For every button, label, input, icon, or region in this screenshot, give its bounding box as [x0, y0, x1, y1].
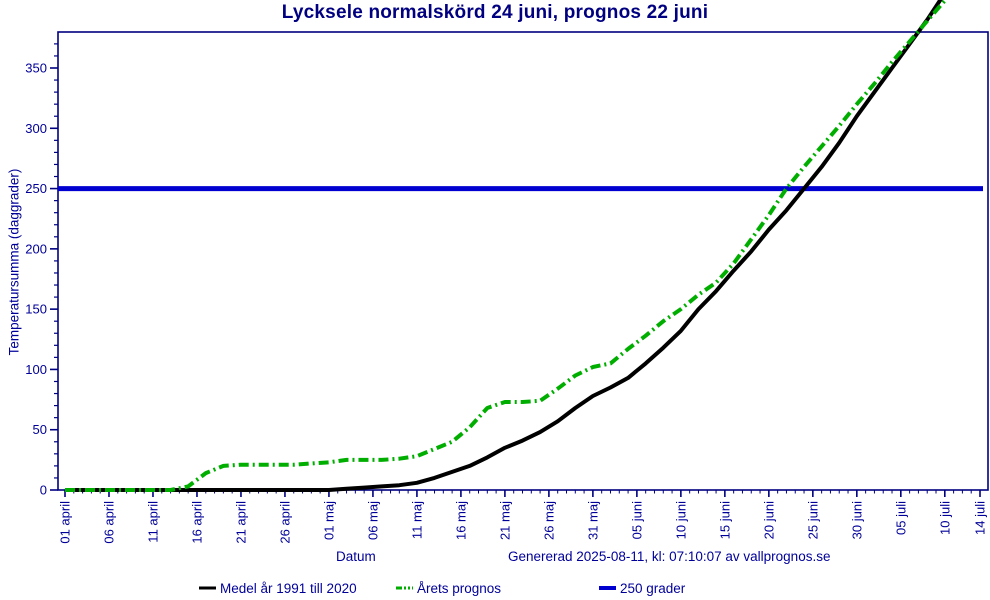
series-medel-line: [65, 0, 943, 492]
x-tick-label: 21 april: [233, 501, 248, 544]
y-axis: 0 50 100 150 200 250 300 350: [25, 61, 58, 498]
x-tick-label: 05 juli: [893, 501, 908, 535]
x-tick-label: 10 juni: [673, 501, 688, 539]
x-tick-label: 05 juni: [629, 501, 644, 539]
x-tick-label: 26 april: [277, 501, 292, 544]
legend-item-1: Medel år 1991 till 2020: [199, 579, 357, 597]
x-tick-label: 31 maj: [585, 501, 600, 540]
x-tick-label: 21 maj: [497, 501, 512, 540]
y-tick-label: 50: [33, 422, 47, 437]
x-axis: 01 april 06 april 11 april 16 april 21 april…: [58, 490, 988, 544]
y-tick-label: 0: [40, 483, 47, 498]
legend-swatch: [396, 586, 413, 590]
y-tick-label: 250: [25, 181, 47, 196]
x-tick-label: 10 juli: [937, 501, 952, 535]
x-tick-label: 25 juni: [805, 501, 820, 539]
y-tick-label: 350: [25, 61, 47, 76]
generated-note: Genererad 2025-08-11, kl: 07:10:07 av va…: [508, 549, 831, 564]
x-tick-label: 14 juli: [973, 501, 988, 535]
x-tick-label: 11 april: [145, 501, 160, 543]
x-tick-label: 11 maj: [409, 501, 424, 539]
plot-frame: [57, 31, 989, 491]
legend-label: Medel år 1991 till 2020: [220, 580, 357, 596]
chart-title: Lycksele normalskörd 24 juni, prognos 22…: [281, 2, 709, 23]
x-tick-label: 30 juni: [849, 501, 864, 539]
y-minor-ticks: [54, 43, 58, 479]
x-tick-label: 16 maj: [453, 501, 468, 540]
legend: Medel år 1991 till 2020 Årets prognos 250 …: [0, 579, 990, 599]
y-tick-label: 200: [25, 241, 47, 256]
x-tick-label: 20 juni: [761, 501, 776, 539]
x-tick-label: 15 juni: [717, 501, 732, 539]
x-tick-label: 26 maj: [541, 501, 556, 540]
legend-item-3: 250 grader: [599, 579, 685, 597]
x-tick-label: 01 april: [58, 501, 73, 544]
x-tick-label: 06 maj: [365, 501, 380, 540]
y-tick-label: 100: [25, 362, 47, 377]
x-axis-title: Datum: [336, 549, 376, 564]
series-prognos-line: [65, 0, 948, 492]
legend-label: 250 grader: [620, 580, 686, 596]
y-tick-label: 300: [25, 121, 47, 136]
x-tick-label: 06 april: [101, 501, 116, 544]
legend-swatch: [199, 586, 216, 590]
legend-label: Årets prognos: [417, 580, 502, 596]
x-tick-label: 16 april: [189, 501, 204, 544]
legend-item-2: Årets prognos: [396, 579, 501, 597]
y-tick-label: 150: [25, 302, 47, 317]
x-tick-label: 01 maj: [321, 501, 336, 540]
legend-swatch: [599, 586, 616, 590]
